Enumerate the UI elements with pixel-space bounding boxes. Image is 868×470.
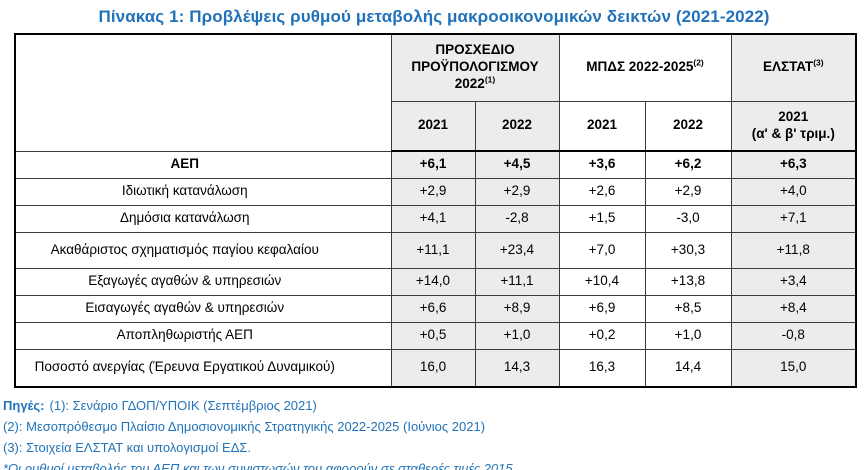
row-label: Αποπληθωριστής ΑΕΠ [14, 321, 392, 350]
value-cell: 15,0 [730, 348, 857, 388]
value-cell: 16,0 [390, 348, 476, 388]
group-header-elstat-label: ΕΛΣΤΑΤ [762, 59, 814, 75]
value-cell: +4,5 [474, 150, 560, 179]
table-title: Πίνακας 1: Προβλέψεις ρυθμού μεταβολής μ… [98, 7, 770, 26]
value-cell: -0,8 [730, 321, 857, 350]
value-cell: +3,4 [730, 267, 857, 296]
document-page: Πίνακας 1: Προβλέψεις ρυθμού μεταβολής μ… [0, 7, 868, 470]
value-cell: +2,6 [558, 177, 646, 206]
corner-header-cell [14, 33, 392, 152]
value-cell: +4,1 [390, 204, 476, 233]
row-label: Ποσοστό ανεργίας (Έρευνα Εργατικού Δυναμ… [14, 348, 392, 388]
value-cell: +0,5 [390, 321, 476, 350]
value-cell: +1,5 [558, 204, 646, 233]
group-header-budget-draft: ΠΡΟΣΧΕΔΙΟ ΠΡΟΫΠΟΛΟΓΙΣΜΟΥ 2022(1) [390, 33, 560, 102]
table-row-public-consumption: Δημόσια κατανάλωση +4,1 -2,8 +1,5 -3,0 +… [14, 204, 857, 233]
value-cell: +8,9 [474, 294, 560, 323]
table-row-unemployment-rate: Ποσοστό ανεργίας (Έρευνα Εργατικού Δυναμ… [14, 348, 857, 388]
row-label: Εξαγωγές αγαθών & υπηρεσιών [14, 267, 392, 296]
value-cell: +7,1 [730, 204, 857, 233]
header-year-row: 2021 2022 2021 2022 2021 (α' & β' τριμ.) [15, 100, 857, 152]
table-row-gdp: ΑΕΠ +6,1 +4,5 +3,6 +6,2 +6,3 [14, 150, 857, 179]
table-row-private-consumption: Ιδιωτική κατανάλωση +2,9 +2,9 +2,6 +2,9 … [14, 177, 857, 206]
sources-label: Πηγές: [3, 398, 45, 413]
value-cell: +6,6 [390, 294, 476, 323]
value-cell: +23,4 [474, 231, 560, 269]
value-cell: +0,2 [558, 321, 646, 350]
value-cell: +10,4 [558, 267, 646, 296]
value-cell: +3,6 [558, 150, 646, 179]
value-cell: +8,5 [644, 294, 732, 323]
value-cell: +2,9 [644, 177, 732, 206]
year-header-elstat-line2: (α' & β' τριμ.) [751, 125, 835, 141]
value-cell: +6,9 [558, 294, 646, 323]
value-cell: +1,0 [474, 321, 560, 350]
value-cell: +30,3 [644, 231, 732, 269]
group-header-mtfs: ΜΠΔΣ 2022-2025(2) [558, 33, 732, 102]
group-header-budget-draft-label: ΠΡΟΣΧΕΔΙΟ ΠΡΟΫΠΟΛΟΓΙΣΜΟΥ 2022 [411, 42, 539, 92]
row-label: Εισαγωγές αγαθών & υπηρεσιών [14, 294, 392, 323]
value-cell: +2,9 [390, 177, 476, 206]
footnote-line-1: (1): Σενάριο ΓΔΟΠ/ΥΠΟΙΚ (Σεπτέμβριος 202… [49, 398, 317, 413]
row-label: Ακαθάριστος σχηματισμός παγίου κεφαλαίου [14, 231, 392, 269]
macro-forecast-table: ΠΡΟΣΧΕΔΙΟ ΠΡΟΫΠΟΛΟΓΙΣΜΟΥ 2022(1) ΜΠΔΣ 20… [14, 33, 858, 388]
footnotes-block: Πηγές: (1): Σενάριο ΓΔΟΠ/ΥΠΟΙΚ (Σεπτέμβρι… [3, 395, 868, 470]
year-header-elstat: 2021 (α' & β' τριμ.) [730, 100, 857, 152]
table-row-gdp-deflator: Αποπληθωριστής ΑΕΠ +0,5 +1,0 +0,2 +1,0 -… [14, 321, 857, 350]
year-header: 2021 [558, 100, 646, 152]
value-cell: -3,0 [644, 204, 732, 233]
value-cell: +1,0 [644, 321, 732, 350]
table-row-imports: Εισαγωγές αγαθών & υπηρεσιών +6,6 +8,9 +… [14, 294, 857, 323]
value-cell: -2,8 [474, 204, 560, 233]
row-label: Ιδιωτική κατανάλωση [14, 177, 392, 206]
group-header-elstat: ΕΛΣΤΑΤ(3) [730, 33, 857, 102]
footnote-line-2: (2): Μεσοπρόθεσμο Πλαίσιο Δημοσιονομικής… [3, 419, 486, 434]
value-cell: 14,4 [644, 348, 732, 388]
value-cell: +6,1 [390, 150, 476, 179]
value-cell: 16,3 [558, 348, 646, 388]
year-header: 2022 [474, 100, 560, 152]
footnote-ref-2: (2) [693, 57, 704, 68]
year-header: 2022 [644, 100, 732, 152]
header-group-row: ΠΡΟΣΧΕΔΙΟ ΠΡΟΫΠΟΛΟΓΙΣΜΟΥ 2022(1) ΜΠΔΣ 20… [14, 33, 857, 152]
footnote-ref-3: (3) [813, 57, 824, 68]
value-cell: +11,1 [390, 231, 476, 269]
value-cell: +6,2 [644, 150, 732, 179]
value-cell: +7,0 [558, 231, 646, 269]
footnote-sources-line: Πηγές: (1): Σενάριο ΓΔΟΠ/ΥΠΟΙΚ (Σεπτέμβρι… [3, 395, 868, 416]
value-cell: +8,4 [730, 294, 857, 323]
year-header-elstat-line1: 2021 [778, 108, 809, 124]
footnote-line-3: (3): Στοιχεία ΕΛΣΤΑΤ και υπολογισμοί ΕΔΣ… [3, 440, 252, 455]
value-cell: +14,0 [390, 267, 476, 296]
value-cell: +6,3 [730, 150, 857, 179]
table-row-gross-fixed-capital: Ακαθάριστος σχηματισμός παγίου κεφαλαίου… [14, 231, 857, 269]
year-header: 2021 [390, 100, 476, 152]
row-label: ΑΕΠ [14, 150, 392, 179]
row-label: Δημόσια κατανάλωση [14, 204, 392, 233]
value-cell: +13,8 [644, 267, 732, 296]
footnote-ref-1: (1) [484, 74, 496, 85]
footnote-note-italic: *Οι ρυθμοί μεταβολής του ΑΕΠ και των συν… [3, 461, 513, 470]
value-cell: +11,8 [730, 231, 857, 269]
value-cell: +11,1 [474, 267, 560, 296]
value-cell: 14,3 [474, 348, 560, 388]
group-header-mtfs-label: ΜΠΔΣ 2022-2025 [586, 59, 694, 75]
table-row-exports: Εξαγωγές αγαθών & υπηρεσιών +14,0 +11,1 … [14, 267, 857, 296]
value-cell: +4,0 [730, 177, 857, 206]
value-cell: +2,9 [474, 177, 560, 206]
